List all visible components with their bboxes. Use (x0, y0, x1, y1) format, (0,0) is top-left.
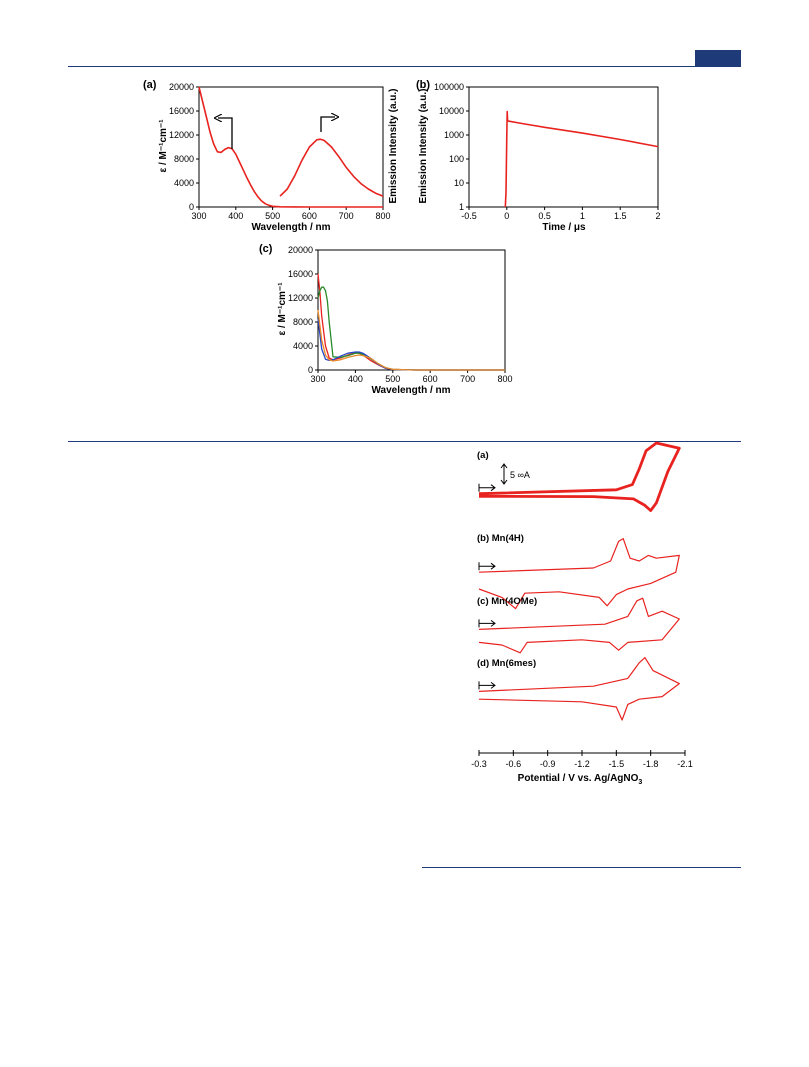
chart-a-ylabel: ε / M⁻¹cm⁻¹ (158, 119, 169, 173)
x-tick-label: -0.5 (461, 211, 477, 221)
cv-tick-label: -0.9 (540, 759, 556, 769)
x-tick-label: 1 (580, 211, 585, 221)
x-tick-label: 300 (310, 374, 325, 384)
chart-b-plot: -0.5 0 0.5 1 1.5 2 1 10 100 1000 10000 100000 (434, 82, 661, 221)
scan-direction-arrow-icon (478, 562, 496, 571)
x-tick-label: 1.5 (614, 211, 627, 221)
x-tick-label: 600 (423, 374, 438, 384)
header-tab (695, 50, 741, 66)
chart-c: 300 400 500 600 700 8000400080001200016000200… (259, 243, 513, 396)
series-line-4 (317, 309, 505, 371)
scan-direction-arrow-icon (478, 483, 496, 492)
x-tick-label: 600 (302, 211, 317, 221)
cv-tick-label: -1.2 (574, 759, 590, 769)
y-tick-label: 12000 (288, 293, 313, 303)
chart-c-ylabel: ε / M⁻¹cm⁻¹ (277, 282, 288, 336)
x-tick-label: 500 (385, 374, 400, 384)
series-line-3 (317, 318, 505, 371)
plot-frame (317, 249, 506, 371)
series-line-1 (198, 86, 383, 208)
y-tick-label: 4000 (174, 178, 194, 188)
chart-c-plot: 300 400 500 600 700 8000400080001200016000200… (288, 245, 513, 384)
series-line-2 (279, 138, 384, 197)
y-tick-label: 10 (454, 178, 464, 188)
y-tick-label: 8000 (293, 317, 313, 327)
chart-b-xlabel: Time / μs (542, 222, 586, 233)
cv-trace-1 (478, 441, 681, 512)
chart-cv-plot: -0.3 -0.6 -0.9 -1.2 -1.5 -1.8 -2.1 (471, 441, 693, 769)
y-tick-label: 20000 (288, 245, 313, 255)
header-rule (68, 66, 741, 67)
scan-direction-arrow-icon (478, 619, 496, 628)
chart-cv: -0.3 -0.6 -0.9 -1.2 -1.5 -1.8 -2.1 (a) (b) Mn(… (471, 441, 693, 786)
y-tick-label: 16000 (169, 106, 194, 116)
y-tick-label: 16000 (288, 269, 313, 279)
x-tick-label: 500 (265, 211, 280, 221)
cv-tick-label: -0.6 (506, 759, 522, 769)
y-tick-label: 0 (189, 202, 194, 212)
scan-direction-arrow-icon (478, 681, 496, 690)
plot-frame (198, 86, 384, 208)
x-tick-label: 700 (460, 374, 475, 384)
y-tick-label: 100 (449, 154, 464, 164)
y-tick-label: 10000 (439, 106, 464, 116)
chart-c-panel-label: (c) (259, 243, 273, 255)
cv-tick-label: -0.3 (471, 759, 487, 769)
y-tick-label: 12000 (169, 130, 194, 140)
cv-label-c: (c) Mn(4OMe) (477, 596, 537, 607)
cv-trace-4 (478, 657, 680, 721)
chart-a-panel-label: (a) (143, 79, 157, 91)
x-tick-label: 800 (497, 374, 512, 384)
y-tick-label: 8000 (174, 154, 194, 164)
chart-c-xlabel: Wavelength / nm (371, 385, 450, 396)
figure-divider-rule (68, 441, 741, 442)
x-tick-label: 800 (375, 211, 390, 221)
cv-tick-label: -1.5 (609, 759, 625, 769)
chart-a-xlabel: Wavelength / nm (251, 222, 330, 233)
plot-frame (468, 86, 659, 208)
column-divider-rule (422, 867, 741, 868)
cv-label-d: (d) Mn(6mes) (477, 658, 536, 669)
x-tick-label: 2 (655, 211, 660, 221)
cv-trace-2 (478, 538, 680, 610)
right-pointing-arrow-icon (320, 117, 335, 132)
y-tick-label: 20000 (169, 82, 194, 92)
cv-label-a: (a) (477, 450, 489, 461)
scale-bar: 5 ∞A (500, 463, 530, 485)
y-tick-label: 100000 (434, 82, 464, 92)
x-tick-label: 400 (348, 374, 363, 384)
y-tick-label: 4000 (293, 341, 313, 351)
x-tick-label: 0 (504, 211, 509, 221)
y-tick-label: 1 (459, 202, 464, 212)
cv-tick-label: -1.8 (643, 759, 659, 769)
left-pointing-arrow-icon (218, 118, 233, 149)
y-tick-label: 0 (308, 365, 313, 375)
chart-b-panel-label: (b) (416, 79, 430, 91)
chart-a-plot: 300 400 500 600 700 8000400080001200016000200… (169, 82, 391, 221)
chart-b: -0.5 0 0.5 1 1.5 2 1 10 100 1000 10000 100000 (b) T… (416, 79, 661, 233)
cv-trace-3 (478, 597, 680, 654)
series-line-1 (504, 110, 659, 208)
chart-a-y2label: Emission Intensity (a.u.) (388, 88, 399, 203)
scale-bar-label: 5 ∞A (510, 470, 530, 480)
cv-label-b: (b) Mn(4H) (477, 533, 524, 544)
chart-b-ylabel: Emission Intensity (a.u.) (418, 88, 429, 203)
x-tick-label: 700 (339, 211, 354, 221)
cv-xlabel: Potential / V vs. Ag/AgNO3 (518, 773, 643, 786)
x-tick-label: 300 (191, 211, 206, 221)
chart-a: 300 400 500 600 700 8000400080001200016000200… (143, 79, 399, 233)
x-tick-label: 400 (228, 211, 243, 221)
cv-tick-label: -2.1 (677, 759, 693, 769)
y-tick-label: 1000 (444, 130, 464, 140)
x-tick-label: 0.5 (538, 211, 551, 221)
